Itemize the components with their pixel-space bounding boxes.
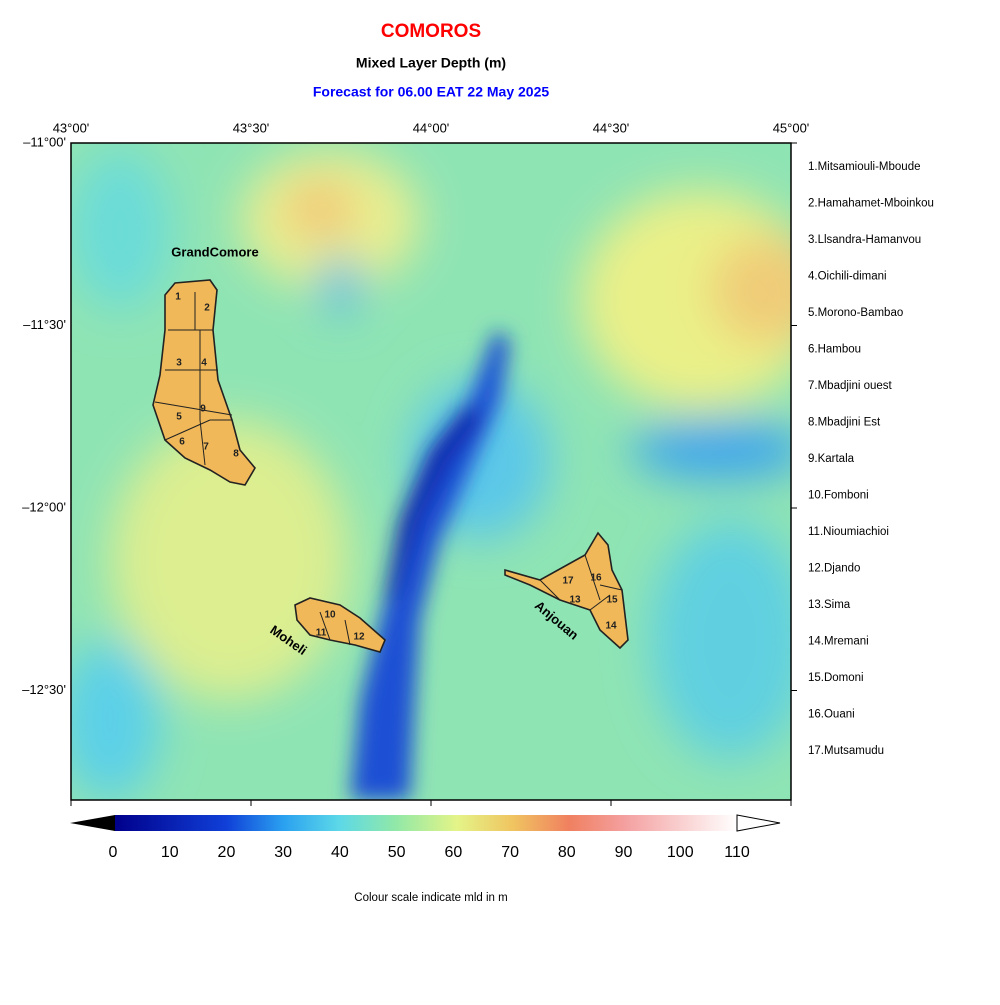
district-number: 7	[203, 442, 209, 453]
colorbar	[115, 815, 737, 831]
colorbar-over	[736, 814, 781, 832]
legend-entry: 17.Mutsamudu	[808, 745, 884, 757]
lat-tick-label: –11°00'	[23, 134, 66, 149]
legend-entry: 13.Sima	[808, 599, 851, 611]
lon-tick-label: 44°00'	[413, 120, 450, 135]
legend-entry: 15.Domoni	[808, 672, 864, 684]
colorbar-tick-label: 100	[667, 844, 694, 861]
district-number: 1	[175, 292, 181, 303]
colorbar-tick-label: 50	[388, 844, 406, 861]
title: COMOROS	[381, 21, 481, 42]
legend-entry: 12.Djando	[808, 563, 860, 575]
district-number: 2	[204, 303, 210, 314]
legend-entry: 10.Fomboni	[808, 490, 869, 502]
colorbar-tick-label: 40	[331, 844, 349, 861]
lon-tick-label: 43°00'	[53, 120, 90, 135]
legend-entry: 11.Nioumiachioi	[808, 526, 889, 538]
legend-entry: 6.Hambou	[808, 344, 861, 356]
colorbar-tick-label: 110	[724, 844, 750, 861]
district-number: 5	[176, 412, 182, 423]
district-number: 15	[606, 595, 618, 606]
district-number: 10	[324, 610, 336, 621]
legend-entry: 1.Mitsamiouli-Mboude	[808, 161, 921, 173]
district-number: 6	[179, 437, 185, 448]
colorbar-tick-label: 0	[109, 844, 118, 861]
colorbar-tick-label: 10	[161, 844, 179, 861]
islands	[152, 279, 629, 653]
district-number: 16	[590, 573, 602, 584]
district-number: 4	[201, 358, 207, 369]
colorbar-tick-label: 20	[218, 844, 236, 861]
subtitle: Mixed Layer Depth (m)	[356, 55, 506, 71]
district-number: 17	[562, 576, 574, 587]
lat-tick-label: –12°30'	[22, 682, 66, 697]
colorbar-tick-label: 30	[274, 844, 292, 861]
district-number: 3	[176, 358, 182, 369]
forecast: Forecast for 06.00 EAT 22 May 2025	[313, 84, 550, 100]
lat-tick-label: –12°00'	[22, 499, 66, 514]
legend-entry: 14.Mremani	[808, 636, 869, 648]
district-number: 8	[233, 449, 239, 460]
lat-tick-label: –11°30'	[23, 317, 66, 332]
district-number: 13	[569, 595, 581, 606]
colorbar-under	[70, 815, 115, 831]
legend-entry: 5.Morono-Bambao	[808, 307, 903, 319]
colorbar-tick-label: 60	[444, 844, 462, 861]
mld-field	[71, 143, 791, 800]
lon-tick-label: 44°30'	[593, 120, 630, 135]
district-number: 12	[353, 632, 365, 643]
district-number: 11	[316, 628, 327, 639]
colorbar-tick-label: 70	[501, 844, 519, 861]
legend-entry: 8.Mbadjini Est	[808, 417, 881, 429]
legend-entry: 16.Ouani	[808, 709, 855, 721]
legend-entry: 7.Mbadjini ouest	[808, 380, 893, 392]
district-number: 9	[200, 404, 206, 415]
legend-entry: 3.Llsandra-Hamanvou	[808, 234, 921, 246]
colorbar-tick-label: 80	[558, 844, 576, 861]
legend-entry: 4.Oichili-dimani	[808, 271, 887, 283]
island-label: GrandComore	[171, 244, 258, 259]
legend-entry: 2.Hamahamet-Mboinkou	[808, 198, 934, 210]
legend-entry: 9.Kartala	[808, 453, 855, 465]
lon-tick-label: 43°30'	[233, 120, 270, 135]
lon-tick-label: 45°00'	[773, 120, 810, 135]
colorbar-tick-label: 90	[615, 844, 633, 861]
colorbar-caption: Colour scale indicate mld in m	[354, 892, 507, 904]
district-number: 14	[605, 621, 617, 632]
